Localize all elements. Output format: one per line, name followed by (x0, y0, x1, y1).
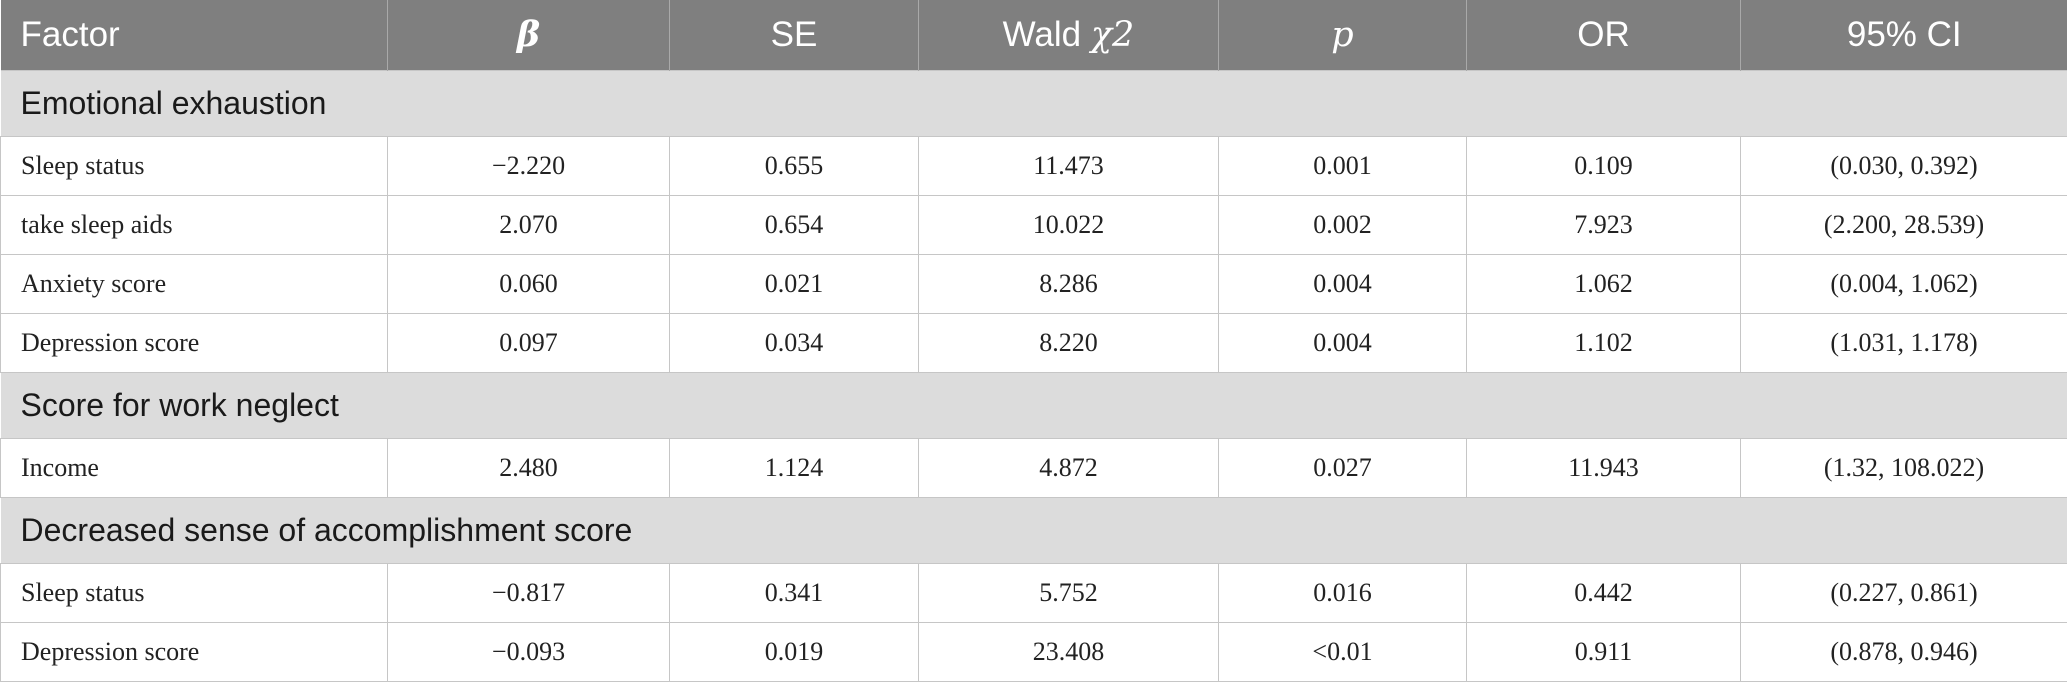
cell-beta: 2.070 (387, 194, 670, 255)
cell-beta: −0.093 (387, 621, 670, 682)
group-title: Score for work neglect (0, 371, 2067, 439)
cell-wald: 8.220 (918, 312, 1219, 373)
cell-ci: (1.031, 1.178) (1740, 312, 2067, 373)
cell-p: 0.016 (1218, 562, 1467, 623)
cell-factor: Sleep status (0, 562, 388, 623)
table-row: take sleep aids 2.070 0.654 10.022 0.002… (0, 194, 2067, 255)
table-row: Anxiety score 0.060 0.021 8.286 0.004 1.… (0, 253, 2067, 314)
cell-se: 0.341 (669, 562, 919, 623)
cell-wald: 10.022 (918, 194, 1219, 255)
cell-or: 7.923 (1466, 194, 1741, 255)
cell-or: 0.109 (1466, 135, 1741, 196)
cell-or: 0.442 (1466, 562, 1741, 623)
group-row-decreased-accomplishment: Decreased sense of accomplishment score (0, 496, 2067, 564)
cell-beta: −2.220 (387, 135, 670, 196)
cell-ci: (0.878, 0.946) (1740, 621, 2067, 682)
cell-beta: −0.817 (387, 562, 670, 623)
cell-ci: (1.32, 108.022) (1740, 437, 2067, 498)
header-p: p (1218, 0, 1467, 70)
cell-p: 0.004 (1218, 253, 1467, 314)
cell-wald: 4.872 (918, 437, 1219, 498)
cell-wald: 23.408 (918, 621, 1219, 682)
cell-or: 11.943 (1466, 437, 1741, 498)
group-row-work-neglect: Score for work neglect (0, 371, 2067, 439)
cell-se: 0.019 (669, 621, 919, 682)
cell-p: <0.01 (1218, 621, 1467, 682)
header-or: OR (1466, 0, 1741, 70)
cell-se: 0.654 (669, 194, 919, 255)
cell-p: 0.002 (1218, 194, 1467, 255)
cell-ci: (0.227, 0.861) (1740, 562, 2067, 623)
group-title: Emotional exhaustion (0, 69, 2067, 137)
header-se: SE (669, 0, 919, 70)
header-beta: β (387, 0, 670, 70)
cell-beta: 2.480 (387, 437, 670, 498)
cell-or: 1.062 (1466, 253, 1741, 314)
cell-p: 0.004 (1218, 312, 1467, 373)
cell-factor: Depression score (0, 621, 388, 682)
cell-factor: Income (0, 437, 388, 498)
cell-se: 0.021 (669, 253, 919, 314)
table-row: Depression score 0.097 0.034 8.220 0.004… (0, 312, 2067, 373)
cell-or: 0.911 (1466, 621, 1741, 682)
header-wald-text: Wald (1002, 14, 1091, 54)
cell-factor: Sleep status (0, 135, 388, 196)
cell-ci: (0.030, 0.392) (1740, 135, 2067, 196)
table-row: Depression score −0.093 0.019 23.408 <0.… (0, 621, 2067, 682)
cell-factor: Anxiety score (0, 253, 388, 314)
cell-wald: 5.752 (918, 562, 1219, 623)
header-wald-chi-symbol: χ2 (1090, 14, 1135, 55)
cell-wald: 8.286 (918, 253, 1219, 314)
cell-ci: (0.004, 1.062) (1740, 253, 2067, 314)
cell-se: 1.124 (669, 437, 919, 498)
cell-beta: 0.097 (387, 312, 670, 373)
group-row-emotional-exhaustion: Emotional exhaustion (0, 69, 2067, 137)
table-row: Sleep status −0.817 0.341 5.752 0.016 0.… (0, 562, 2067, 623)
cell-factor: take sleep aids (0, 194, 388, 255)
cell-ci: (2.200, 28.539) (1740, 194, 2067, 255)
header-ci: 95% CI (1740, 0, 2067, 70)
cell-se: 0.655 (669, 135, 919, 196)
cell-wald: 11.473 (918, 135, 1219, 196)
cell-factor: Depression score (0, 312, 388, 373)
group-title: Decreased sense of accomplishment score (0, 496, 2067, 564)
table-row: Sleep status −2.220 0.655 11.473 0.001 0… (0, 135, 2067, 196)
header-row: Factor β SE Wald χ2 p OR 95% CI (0, 0, 2067, 70)
cell-se: 0.034 (669, 312, 919, 373)
cell-or: 1.102 (1466, 312, 1741, 373)
header-wald: Wald χ2 (918, 0, 1219, 70)
cell-p: 0.027 (1218, 437, 1467, 498)
table-row: Income 2.480 1.124 4.872 0.027 11.943 (1… (0, 437, 2067, 498)
cell-beta: 0.060 (387, 253, 670, 314)
header-factor: Factor (0, 0, 388, 70)
cell-p: 0.001 (1218, 135, 1467, 196)
